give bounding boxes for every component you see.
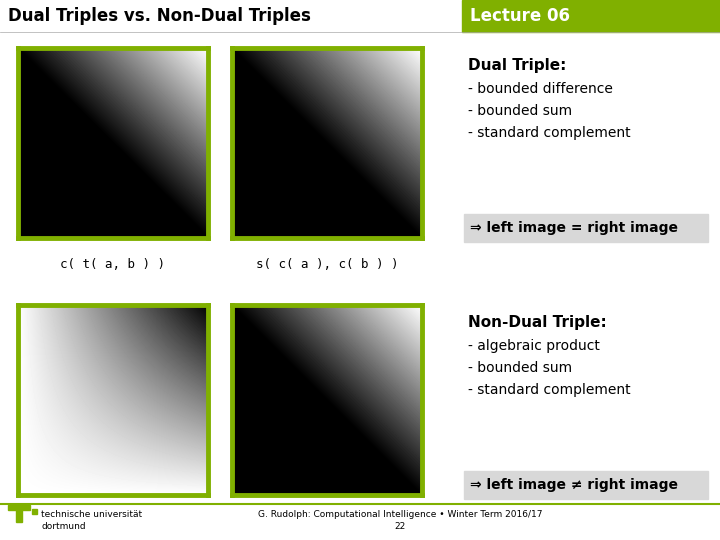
Text: - bounded sum: - bounded sum bbox=[468, 361, 572, 375]
Bar bbox=[16, 508, 22, 522]
Text: technische universität
dortmund: technische universität dortmund bbox=[41, 510, 142, 531]
Bar bbox=[464, 214, 708, 242]
Bar bbox=[464, 471, 708, 499]
Text: s( c( a ), c( b ) ): s( c( a ), c( b ) ) bbox=[256, 258, 398, 271]
Text: ⇒ left image = right image: ⇒ left image = right image bbox=[470, 221, 678, 235]
Bar bbox=[462, 0, 720, 32]
Text: Dual Triple:: Dual Triple: bbox=[468, 58, 567, 73]
Text: Lecture 06: Lecture 06 bbox=[470, 7, 570, 25]
Text: - algebraic product: - algebraic product bbox=[468, 339, 600, 353]
Text: - standard complement: - standard complement bbox=[468, 383, 631, 397]
Text: c( t( a, b ) ): c( t( a, b ) ) bbox=[60, 258, 166, 271]
Bar bbox=[0, 0, 462, 32]
Text: - standard complement: - standard complement bbox=[468, 126, 631, 140]
Bar bbox=[8, 505, 30, 510]
Text: 22: 22 bbox=[395, 522, 405, 531]
Text: ⇒ left image ≠ right image: ⇒ left image ≠ right image bbox=[470, 478, 678, 492]
Text: - bounded difference: - bounded difference bbox=[468, 82, 613, 96]
Text: G. Rudolph: Computational Intelligence • Winter Term 2016/17: G. Rudolph: Computational Intelligence •… bbox=[258, 510, 542, 519]
Text: Dual Triples vs. Non-Dual Triples: Dual Triples vs. Non-Dual Triples bbox=[8, 7, 311, 25]
Text: - bounded sum: - bounded sum bbox=[468, 104, 572, 118]
Bar bbox=[32, 509, 37, 514]
Text: Non-Dual Triple:: Non-Dual Triple: bbox=[468, 315, 607, 330]
